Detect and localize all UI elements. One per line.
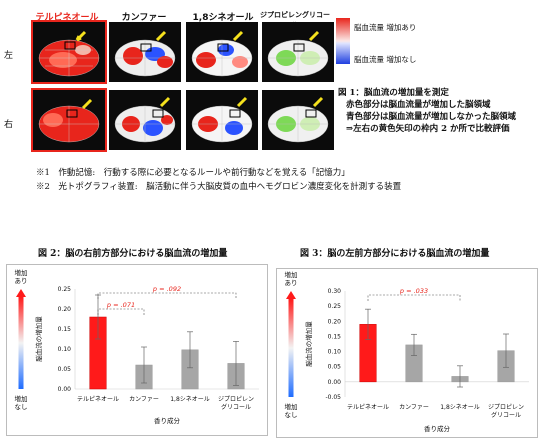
brain-image-camphor-left [109,22,181,82]
x-tick-label: テルピネオール [347,404,389,411]
significance-bracket [367,294,461,301]
p-value-label: p = .092 [152,285,181,293]
figure1-caption-line: 赤色部分は脳血流量が増加した脳領域 [346,100,491,110]
y-tick-label: 0.25 [328,303,342,310]
y-arrow-head [16,289,26,297]
color-scale-legend [336,18,350,64]
y-tick-label: 0.15 [58,326,72,333]
arrow-label-no-increase: 増加 [285,402,298,411]
brain-image-dpg-left [262,22,334,82]
x-tick-label: グリコール [491,411,521,419]
brain-image-cineole-right [186,90,258,150]
p-value-label: p = .071 [106,301,135,309]
figure1-caption-title: 図 1：脳血流の増加量を測定 [338,88,449,98]
y-tick-label: 0.10 [328,349,342,356]
row-label-left: 左 [4,51,14,61]
significance-bracket [97,292,237,299]
chart2-title: 図 2：脳の右前方部分における脳血流の増加量 [38,249,228,259]
y-tick-label: 0.30 [328,288,342,295]
column-header-cineole: 1,8シネオール [192,13,254,23]
y-arrow-head [286,291,296,299]
x-tick-label: ジプロピレン [488,404,524,411]
y-tick-label: 0.25 [58,286,72,293]
x-axis-label: 香り成分 [424,424,451,433]
column-header-camphor: カンファー [121,13,167,23]
brain-image-camphor-right [109,90,181,150]
footnote-working-memory: ※1 作動記憶: 行動する際に必要となるルールや前行動などを覚える「記憶力」 [36,168,350,178]
chart2-panel: 増加 あり 増加 なし 脳血流の増加量 0.00 0.05 0.10 0.15 0.20 0.25 テ… [6,264,268,436]
x-tick-label: 1,8シネオール [440,404,480,411]
column-header-terpineol: テルピネオール [35,13,99,23]
row-label-right: 右 [4,120,14,130]
chart3-svg: 増加あり増加なし脳血流の増加量-0.050.000.050.100.150.20… [285,270,529,433]
y-tick-label: 0.20 [58,306,72,313]
brain-image-dpg-right [262,90,334,150]
arrow-label-no-increase: 増加 [15,394,28,403]
legend-label-no-increase: 脳血流量 増加なし [354,55,417,64]
arrow-label-increase: 増加 [285,270,298,279]
y-tick-label: 0.00 [58,386,72,393]
brain-image-terpineol-left [31,20,107,84]
chart3-title: 図 3：脳の左前方部分における脳血流の増加量 [300,249,490,259]
chart3-panel: 増加 あり 増加 なし 脳血流の増加量 -0.05 0.00 0.05 0.10 0.15 0.20… [276,268,538,438]
p-value-label: p = .033 [399,287,428,295]
y-arrow-shaft [288,299,294,397]
brain-image-terpineol-right [31,88,107,152]
x-tick-label: カンファー [399,404,429,411]
y-tick-label: 0.00 [328,379,342,386]
arrow-label-increase: あり [15,277,28,285]
arrow-label-increase: あり [285,279,298,287]
y-tick-label: 0.05 [58,366,72,373]
y-arrow-shaft [18,297,24,389]
x-tick-label: テルピネオール [77,396,119,403]
x-tick-label: ジプロピレン [218,396,254,403]
significance-bracket [97,308,145,315]
arrow-label-no-increase: なし [285,411,298,419]
y-tick-label: 0.15 [328,333,342,340]
y-tick-label: 0.10 [58,346,72,353]
x-tick-label: グリコール [221,403,251,411]
footnote-optical-topography: ※2 光トポグラフィ装置: 脳活動に伴う大脳皮質の血中ヘモグロビン濃度変化を計測… [36,182,402,192]
brain-image-cineole-left [186,22,258,82]
figure1-caption-line: 青色部分は脳血流量が増加しなかった脳領域 [346,112,517,122]
arrow-label-increase: 増加 [15,268,28,277]
figure1-caption-line: ⇒左右の黄色矢印の枠内 2 か所で比較評価 [346,124,510,134]
legend-label-increase: 脳血流量 増加あり [354,23,417,32]
arrow-label-no-increase: なし [15,403,28,411]
y-tick-label: 0.20 [328,318,342,325]
y-axis-label: 脳血流の増加量 [304,321,313,367]
x-tick-label: カンファー [129,396,159,403]
x-tick-label: 1,8シネオール [170,396,210,403]
chart2-svg: 増加あり増加なし脳血流の増加量0.000.050.100.150.200.25テ… [15,268,259,425]
y-tick-label: 0.05 [328,364,342,371]
x-axis-label: 香り成分 [154,416,181,425]
y-tick-label: -0.05 [325,394,341,401]
y-axis-label: 脳血流の増加量 [34,316,43,362]
